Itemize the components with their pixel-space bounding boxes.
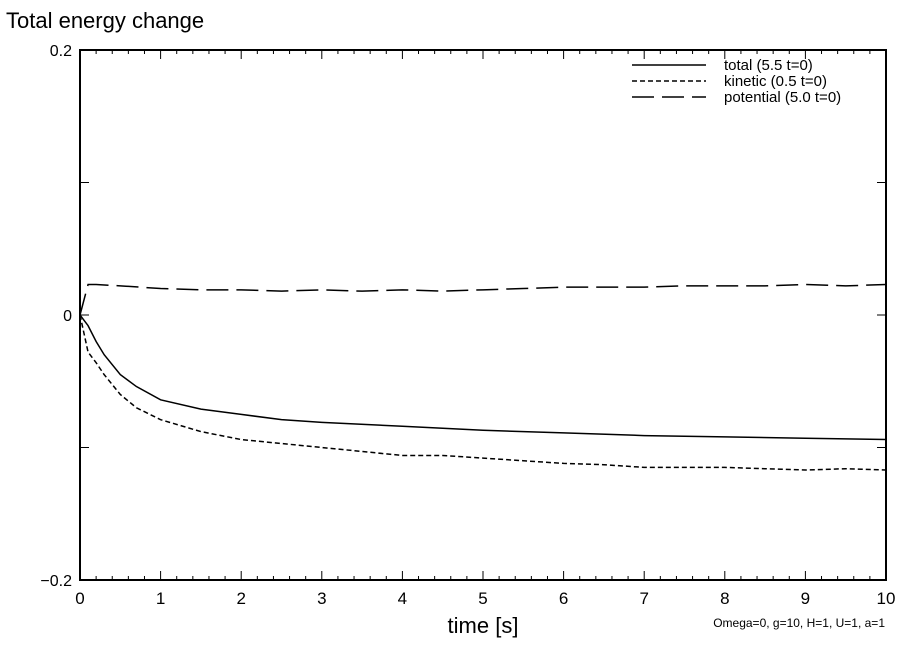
x-tick-label: 8 xyxy=(720,589,729,608)
x-tick-label: 3 xyxy=(317,589,326,608)
x-tick-label: 10 xyxy=(877,589,896,608)
y-tick-label: 0.2 xyxy=(50,43,72,60)
x-tick-label: 6 xyxy=(559,589,568,608)
series-line-dashed xyxy=(79,314,887,471)
x-axis-label: time [s] xyxy=(448,613,519,638)
y-tick-label: −0.2 xyxy=(40,573,72,590)
x-tick-label: 9 xyxy=(801,589,810,608)
y-tick-label: 0 xyxy=(63,308,72,325)
plot-frame xyxy=(79,49,887,581)
x-tick-label: 0 xyxy=(75,589,84,608)
chart-title: Total energy change xyxy=(6,8,204,33)
x-tick-label: 5 xyxy=(478,589,487,608)
series-line-longdash xyxy=(79,283,887,316)
legend-label: total (5.5 t=0) xyxy=(724,57,813,74)
legend-label: potential (5.0 t=0) xyxy=(724,89,841,106)
x-tick-label: 7 xyxy=(639,589,648,608)
x-tick-label: 1 xyxy=(156,589,165,608)
legend-label: kinetic (0.5 t=0) xyxy=(724,73,827,90)
x-tick-label: 4 xyxy=(398,589,407,608)
series-line-solid xyxy=(79,314,887,441)
x-tick-label: 2 xyxy=(236,589,245,608)
parameter-annotation: Omega=0, g=10, H=1, U=1, a=1 xyxy=(713,616,885,630)
